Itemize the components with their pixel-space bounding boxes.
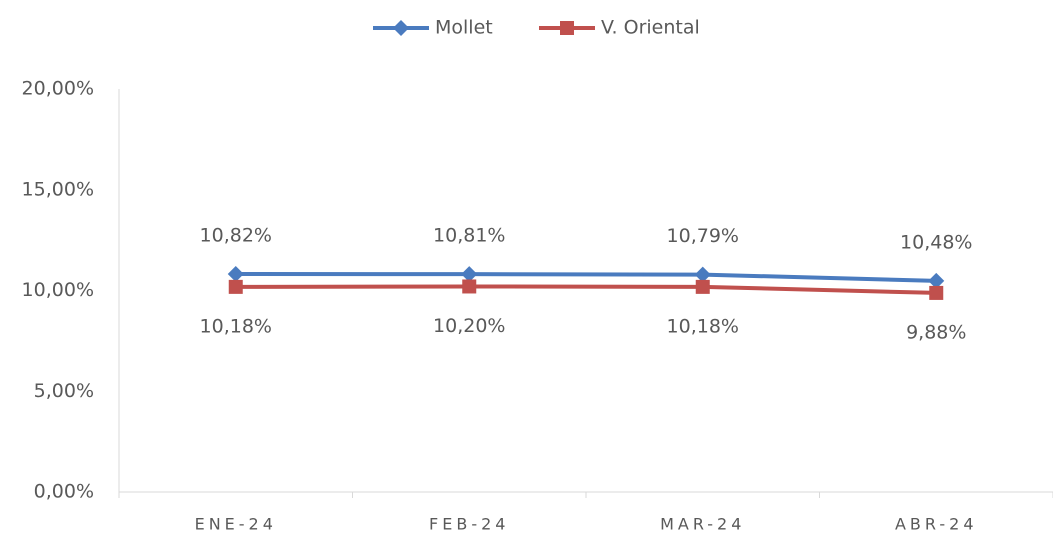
y-tick-label: 0,00%: [34, 481, 94, 503]
x-tick-label: ABR-24: [895, 515, 978, 534]
data-label: 10,20%: [433, 315, 505, 337]
y-tick-label: 15,00%: [22, 178, 94, 200]
y-tick-label: 5,00%: [34, 380, 94, 402]
legend-label: V. Oriental: [601, 17, 700, 39]
data-point: [462, 279, 477, 294]
legend-label: Mollet: [435, 17, 493, 39]
series-line: [235, 284, 937, 295]
x-tick-label: ENE-24: [195, 515, 277, 534]
data-point: [928, 272, 945, 289]
data-point: [929, 285, 944, 300]
data-label: 10,79%: [667, 225, 739, 247]
data-label: 10,82%: [200, 224, 272, 246]
data-label: 10,18%: [667, 315, 739, 337]
series-line: [235, 271, 937, 283]
y-tick-label: 10,00%: [22, 279, 94, 301]
data-point: [694, 266, 711, 283]
y-tick-label: 20,00%: [22, 78, 94, 100]
data-label: 10,48%: [900, 231, 972, 253]
legend-marker: [393, 20, 409, 36]
data-point: [695, 279, 710, 294]
data-label: 10,18%: [200, 315, 272, 337]
legend-marker: [560, 21, 574, 35]
data-point: [228, 279, 243, 294]
data-label: 10,81%: [433, 225, 505, 247]
x-tick-label: MAR-24: [660, 515, 745, 534]
x-tick-label: FEB-24: [429, 515, 509, 534]
data-point: [227, 265, 244, 282]
data-point: [461, 266, 478, 283]
data-label: 9,88%: [906, 321, 966, 343]
